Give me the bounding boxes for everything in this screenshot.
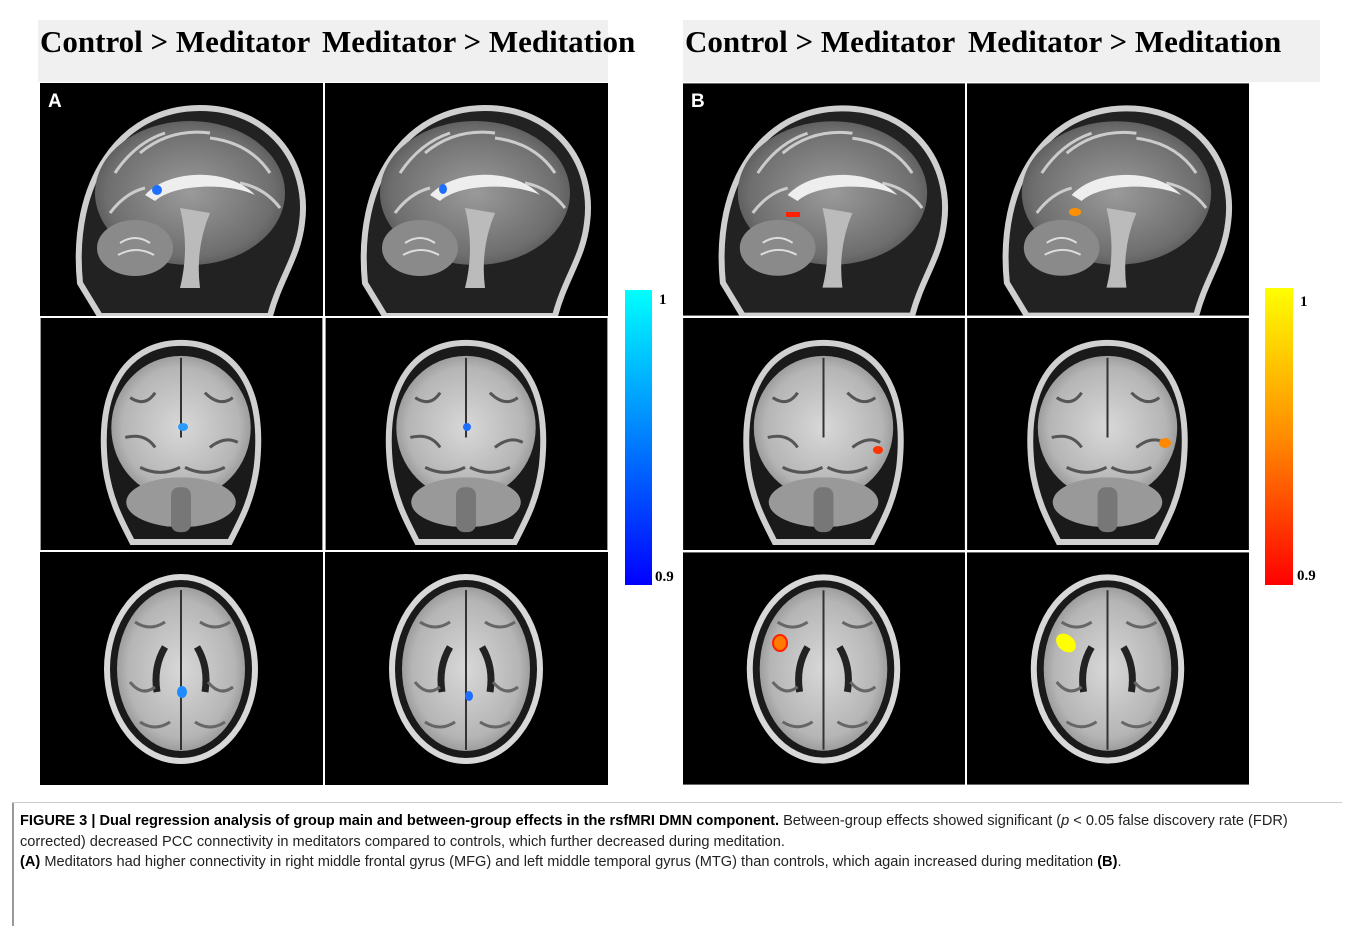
column-header: Control > Meditator [40,24,310,59]
colorbar [1265,288,1293,585]
caption-title: FIGURE 3 | Dual regression analysis of g… [20,813,780,829]
colorbar-max: 1 [659,292,667,308]
caption-text: < 0.05 false discovery rate (FDR) correc… [20,813,1288,850]
panel-a: A 1 0.9 [40,83,674,785]
colorbar-min: 0.9 [655,569,674,585]
caption-text: . [1117,854,1122,870]
caption-label: (B) [1097,854,1118,870]
caption-italic: p [1061,813,1070,829]
column-header: Control > Meditator [685,24,955,59]
caption-bar [12,803,14,926]
caption-text: Between-group effects showed significant… [783,813,1062,829]
caption: FIGURE 3 | Dual regression analysis of g… [20,811,1338,873]
column-header: Meditator > Meditation [968,24,1281,59]
panel-label: B [691,91,705,112]
figure: Control > Meditator Meditator > Meditati… [38,20,1320,785]
rule [12,802,1342,803]
column-header: Meditator > Meditation [322,24,635,59]
header-band [683,20,1320,82]
header-band [38,20,608,82]
colorbar [625,290,652,585]
colorbar-min: 0.9 [1297,568,1316,584]
colorbar-max: 1 [1300,294,1308,310]
panel-b: B 1 0.9 [683,83,1316,785]
caption-label: (A) [20,854,41,870]
panel-label: A [48,91,62,112]
caption-text: Meditators had higher connectivity in ri… [44,854,1094,870]
